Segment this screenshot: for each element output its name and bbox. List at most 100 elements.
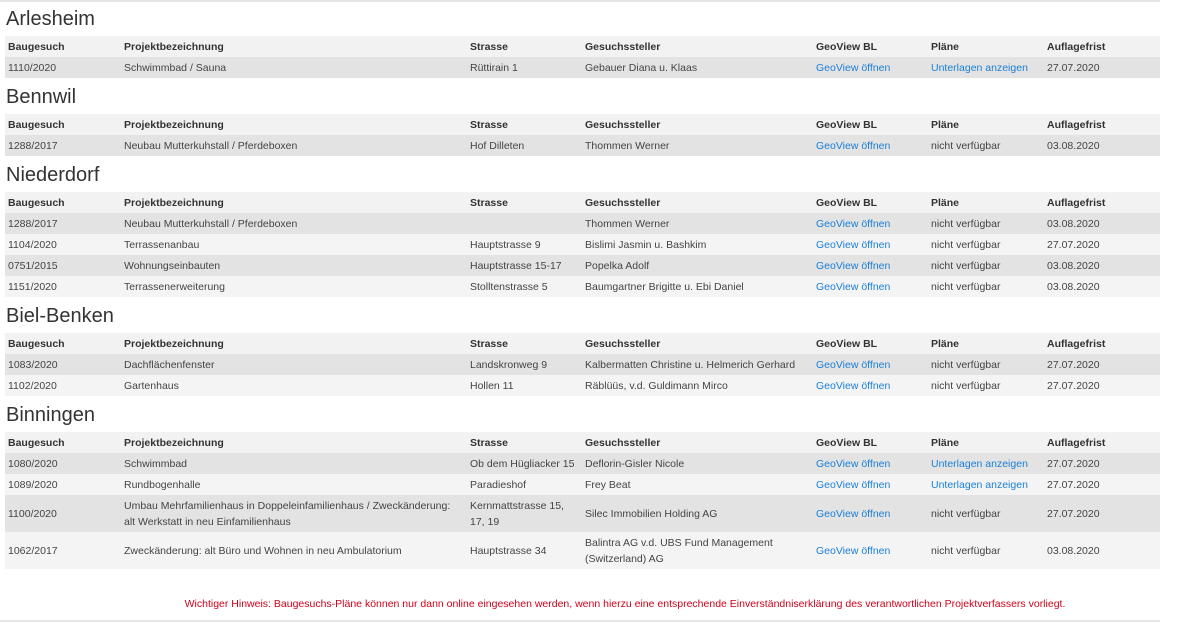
geoview-open-link[interactable]: GeoView öffnen — [816, 358, 891, 371]
strasse-cell: Stolltenstrasse 5 — [467, 276, 582, 297]
auflagefrist: 27.07.2020 — [1047, 478, 1100, 491]
geoview-link-cell: GeoView öffnen — [813, 474, 928, 495]
geoview-open-link[interactable]: GeoView öffnen — [816, 379, 891, 392]
projekt-bezeichnung: Schwimmbad / Sauna — [124, 61, 227, 74]
baugesuch-number-cell: 1080/2020 — [5, 453, 121, 474]
strasse: Hauptstrasse 34 — [470, 544, 547, 557]
strasse-cell: Landskronweg 9 — [467, 354, 582, 375]
projekt-bezeichnung-cell: Terrassenerweiterung — [121, 276, 467, 297]
gesuchsteller-cell: Gebauer Diana u. Klaas — [582, 57, 813, 78]
table-row: 1080/2020 Schwimmbad Ob dem Hügliacker 15 D… — [5, 453, 1160, 474]
auflagefrist: 03.08.2020 — [1047, 139, 1100, 152]
column-header: Baugesuch — [5, 36, 121, 57]
plaene-cell: Unterlagen anzeigen — [928, 474, 1044, 495]
column-header: Auflagefrist — [1044, 36, 1160, 57]
geoview-open-link[interactable]: GeoView öffnen — [816, 280, 891, 293]
column-header: Projektbezeichnung — [121, 333, 467, 354]
geoview-link-cell: GeoView öffnen — [813, 532, 928, 569]
plaene-cell: nicht verfügbar — [928, 354, 1044, 375]
municipality-heading: Binningen — [6, 404, 95, 426]
geoview-open-link[interactable]: GeoView öffnen — [816, 61, 891, 74]
municipality-heading: Biel-Benken — [6, 305, 114, 327]
baugesuch-number: 1062/2017 — [8, 544, 58, 557]
gesuchsteller-cell: Silec Immobilien Holding AG — [582, 495, 813, 532]
column-header: Auflagefrist — [1044, 114, 1160, 135]
auflagefrist: 27.07.2020 — [1047, 379, 1100, 392]
strasse: Paradieshof — [470, 478, 527, 491]
geoview-link-cell: GeoView öffnen — [813, 375, 928, 396]
baugesuch-table: Baugesuch Projektbezeichnung Strasse Gesuch… — [5, 432, 1160, 569]
strasse: Hauptstrasse 15-17 — [470, 259, 562, 272]
gesuchsteller-cell: Räblüüs, v.d. Guldimann Mirco — [582, 375, 813, 396]
auflagefrist-cell: 03.08.2020 — [1044, 276, 1160, 297]
table-row: 1102/2020 Gartenhaus Hollen 11 Räblüüs, v.d… — [5, 375, 1160, 396]
baugesuch-number-cell: 1062/2017 — [5, 532, 121, 569]
plaene-cell: nicht verfügbar — [928, 234, 1044, 255]
projekt-bezeichnung-cell: Dachflächenfenster — [121, 354, 467, 375]
plaene-cell: nicht verfügbar — [928, 255, 1044, 276]
plaene-cell: nicht verfügbar — [928, 495, 1044, 532]
baugesuch-number: 1102/2020 — [8, 379, 57, 392]
column-header: Auflagefrist — [1044, 192, 1160, 213]
unterlagen-anzeigen-link[interactable]: Unterlagen anzeigen — [931, 61, 1028, 74]
baugesuch-number-cell: 1110/2020 — [5, 57, 121, 78]
column-header: Strasse — [467, 432, 582, 453]
unterlagen-anzeigen-link[interactable]: Unterlagen anzeigen — [931, 478, 1028, 491]
gesuchsteller: Silec Immobilien Holding AG — [585, 507, 718, 520]
plaene: nicht verfügbar — [931, 259, 1001, 272]
strasse-cell: Hollen 11 — [467, 375, 582, 396]
auflagefrist: 03.08.2020 — [1047, 280, 1100, 293]
strasse: Hollen 11 — [470, 379, 514, 392]
gesuchsteller-cell: Popelka Adolf — [582, 255, 813, 276]
unterlagen-anzeigen-link[interactable]: Unterlagen anzeigen — [931, 457, 1028, 470]
geoview-open-link[interactable]: GeoView öffnen — [816, 544, 891, 557]
geoview-open-link[interactable]: GeoView öffnen — [816, 238, 891, 251]
projekt-bezeichnung-cell: Neubau Mutterkuhstall / Pferdeboxen — [121, 135, 467, 156]
geoview-open-link[interactable]: GeoView öffnen — [816, 457, 891, 470]
projekt-bezeichnung-cell: Gartenhaus — [121, 375, 467, 396]
geoview-open-link[interactable]: GeoView öffnen — [816, 507, 891, 520]
auflagefrist-cell: 27.07.2020 — [1044, 354, 1160, 375]
baugesuch-table: Baugesuch Projektbezeichnung Strasse Gesuch… — [5, 36, 1160, 78]
strasse-cell: Hauptstrasse 15-17 — [467, 255, 582, 276]
strasse: Hauptstrasse 9 — [470, 238, 541, 251]
plaene: nicht verfügbar — [931, 139, 1001, 152]
geoview-link-cell: GeoView öffnen — [813, 57, 928, 78]
baugesuche-list: Arlesheim Baugesuch Projektbezeichnung Stra… — [5, 2, 1160, 571]
column-header: Gesuchssteller — [582, 114, 813, 135]
column-header: Strasse — [467, 114, 582, 135]
municipality-heading: Bennwil — [6, 86, 77, 108]
baugesuch-number-cell: 1083/2020 — [5, 354, 121, 375]
projekt-bezeichnung-cell: Zweckänderung: alt Büro und Wohnen in ne… — [121, 532, 467, 569]
column-header: GeoView BL — [813, 333, 928, 354]
geoview-open-link[interactable]: GeoView öffnen — [816, 217, 891, 230]
column-header: Pläne — [928, 114, 1044, 135]
geoview-open-link[interactable]: GeoView öffnen — [816, 478, 891, 491]
table-row: 1288/2017 Neubau Mutterkuhstall / Pferdeb… — [5, 213, 1160, 234]
column-header: GeoView BL — [813, 36, 928, 57]
gesuchsteller: Thommen Werner — [585, 217, 670, 230]
table-row: 1110/2020 Schwimmbad / Sauna Rüttirain 1 Ge… — [5, 57, 1160, 78]
column-header: Pläne — [928, 36, 1044, 57]
strasse-cell: Paradieshof — [467, 474, 582, 495]
plaene-cell: Unterlagen anzeigen — [928, 57, 1044, 78]
column-header: Projektbezeichnung — [121, 432, 467, 453]
auflagefrist: 27.07.2020 — [1047, 457, 1100, 470]
strasse-cell: Hof Dilleten — [467, 135, 582, 156]
plaene: nicht verfügbar — [931, 379, 1001, 392]
projekt-bezeichnung-cell: Neubau Mutterkuhstall / Pferdeboxen — [121, 213, 467, 234]
auflagefrist: 27.07.2020 — [1047, 238, 1100, 251]
geoview-open-link[interactable]: GeoView öffnen — [816, 139, 891, 152]
municipality-heading: Niederdorf — [6, 164, 100, 186]
strasse: Stolltenstrasse 5 — [470, 280, 548, 293]
top-divider — [0, 0, 1160, 2]
important-note: Wichtiger Hinweis: Baugesuchs-Pläne könn… — [184, 598, 1066, 610]
column-header: Projektbezeichnung — [121, 36, 467, 57]
auflagefrist-cell: 03.08.2020 — [1044, 532, 1160, 569]
projekt-bezeichnung: Zweckänderung: alt Büro und Wohnen in ne… — [124, 544, 402, 557]
baugesuch-table: Baugesuch Projektbezeichnung Strasse Gesuch… — [5, 192, 1160, 297]
table-header-row: Baugesuch Projektbezeichnung Strasse Gesuch… — [5, 333, 1160, 354]
geoview-open-link[interactable]: GeoView öffnen — [816, 259, 891, 272]
column-header: GeoView BL — [813, 432, 928, 453]
table-row: 1151/2020 Terrassenerweiterung Stolltenstr… — [5, 276, 1160, 297]
